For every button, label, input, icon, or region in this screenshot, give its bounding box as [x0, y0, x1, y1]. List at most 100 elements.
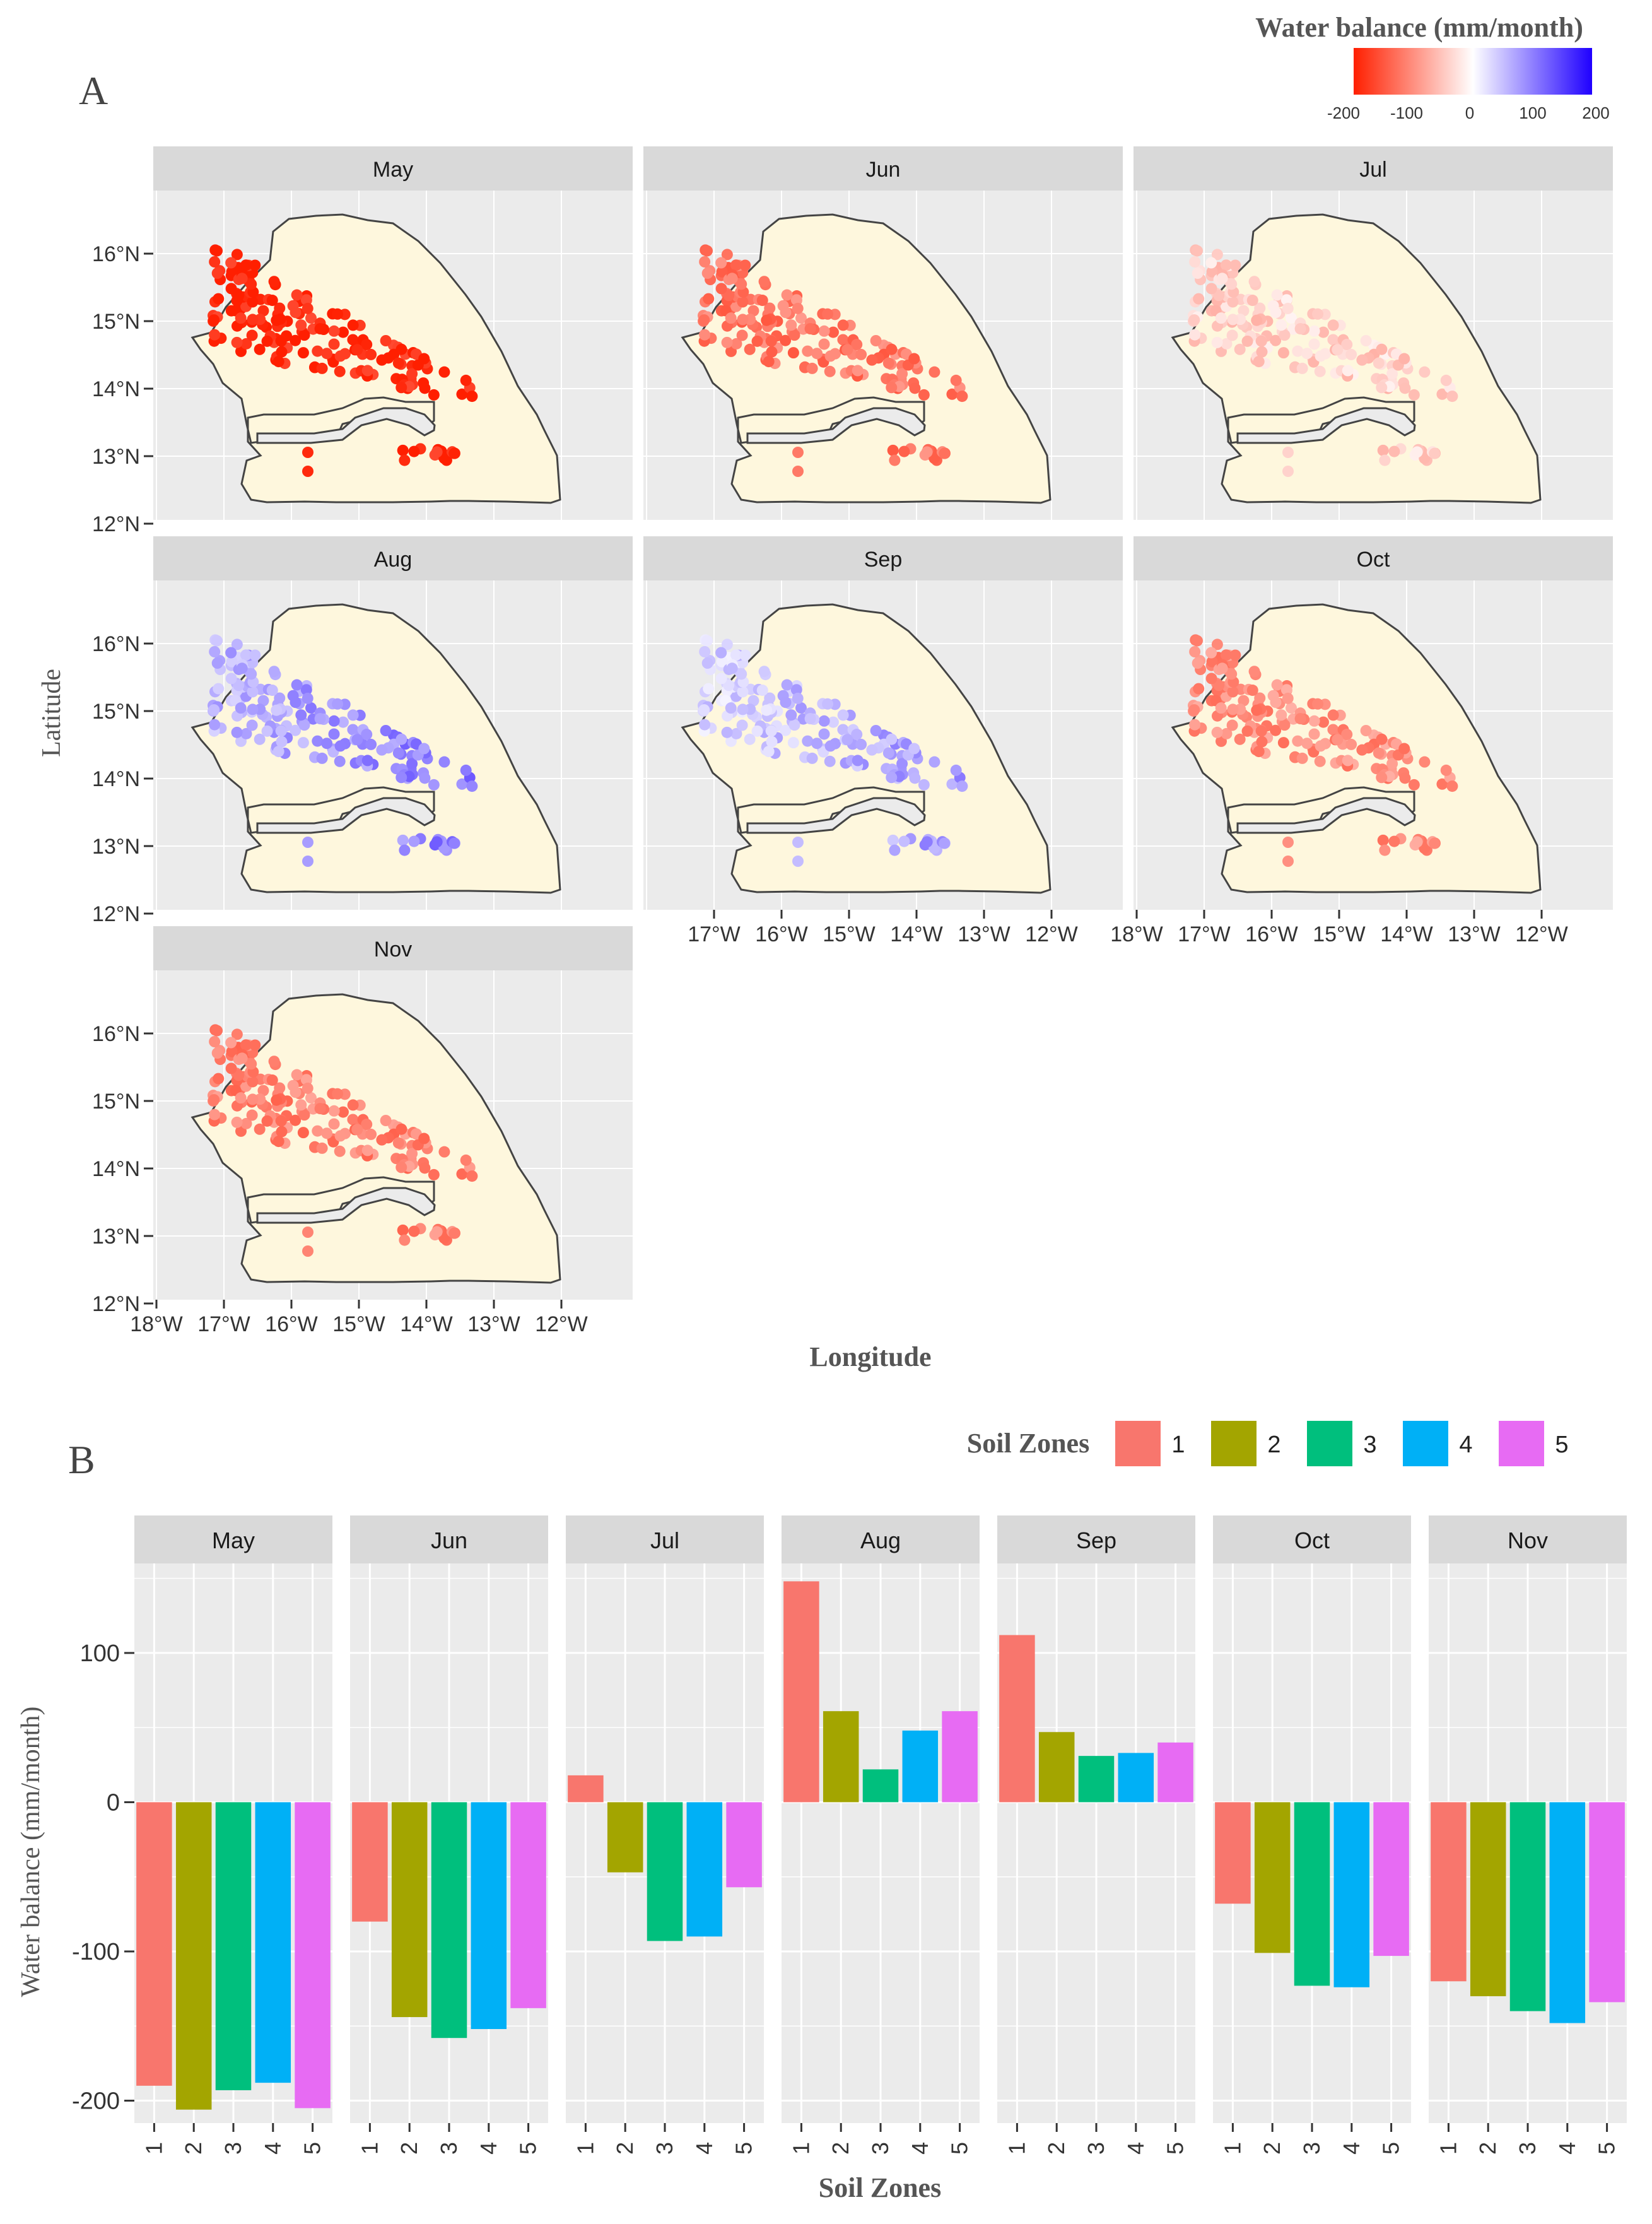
lon-tick-label: 13°W — [1448, 922, 1501, 946]
station-point — [851, 729, 863, 741]
station-point — [921, 836, 933, 848]
station-point — [744, 343, 756, 355]
station-point — [730, 649, 742, 661]
station-point — [1345, 348, 1357, 360]
station-point — [1312, 698, 1324, 710]
station-point — [785, 319, 797, 331]
station-point — [761, 704, 773, 716]
station-point — [1270, 307, 1282, 319]
lat-tick-label: 15°N — [92, 310, 140, 334]
station-point — [1408, 389, 1420, 401]
station-point — [1301, 348, 1313, 360]
bar-zone-4 — [255, 1802, 291, 2083]
station-point — [898, 445, 910, 457]
station-point — [736, 329, 748, 341]
station-point — [790, 684, 802, 696]
station-point — [314, 1103, 326, 1115]
station-point — [213, 683, 225, 695]
station-point — [747, 305, 759, 317]
station-point — [882, 747, 894, 759]
station-point — [1238, 305, 1250, 317]
station-point — [725, 312, 737, 324]
station-point — [882, 357, 894, 369]
bar-zone-2 — [607, 1802, 643, 1873]
lat-tick-label: 13°N — [92, 445, 140, 469]
station-point — [721, 336, 733, 348]
map-facet-aug: Aug — [153, 536, 633, 914]
lat-tick-label: 13°N — [92, 835, 140, 859]
bar-x-tick-label: 4 — [1339, 2142, 1364, 2155]
station-point — [1327, 334, 1339, 346]
station-point — [1376, 733, 1388, 745]
station-point — [365, 348, 377, 360]
bar-zone-1 — [783, 1581, 819, 1803]
bar-zone-1 — [1431, 1802, 1467, 1982]
bar-x-tick-label: 5 — [947, 2142, 973, 2155]
bar-zone-5 — [726, 1802, 762, 1888]
station-point — [1241, 335, 1253, 347]
station-point — [802, 345, 814, 357]
station-point — [209, 256, 221, 268]
station-point — [334, 350, 346, 362]
station-point — [1188, 314, 1200, 326]
station-point — [1308, 338, 1320, 350]
station-point — [837, 334, 849, 346]
station-point — [804, 323, 816, 335]
station-point — [1191, 635, 1203, 647]
station-point — [763, 746, 775, 758]
station-point — [347, 1114, 359, 1126]
bar-x-tick-label: 1 — [572, 2142, 598, 2155]
station-point — [1429, 447, 1441, 459]
bar-x-tick-label: 3 — [652, 2142, 677, 2155]
station-point — [209, 719, 221, 731]
senegal-outline — [1171, 603, 1542, 894]
station-point — [1221, 338, 1233, 350]
station-point — [739, 259, 751, 271]
station-point — [725, 702, 737, 714]
station-point — [1227, 314, 1239, 326]
station-point — [347, 334, 359, 346]
station-point — [240, 1039, 252, 1051]
lon-tick-label: 15°W — [1313, 922, 1366, 946]
station-point — [1317, 326, 1329, 338]
bar-zone-2 — [823, 1711, 859, 1803]
lat-tick-label: 15°N — [92, 1090, 140, 1114]
station-point — [305, 312, 317, 324]
bar-x-tick-label: 4 — [907, 2142, 933, 2155]
station-point — [1342, 755, 1354, 767]
facet-strip — [782, 1515, 980, 1563]
station-point — [758, 666, 770, 678]
station-point — [1315, 740, 1327, 752]
station-point — [1399, 772, 1411, 784]
station-point — [909, 772, 921, 784]
station-point — [1327, 724, 1339, 736]
station-point — [240, 1117, 252, 1129]
facet-strip-label: Nov — [374, 938, 412, 962]
station-point — [1271, 679, 1283, 691]
station-point — [1294, 713, 1306, 725]
bar-zone-3 — [1294, 1802, 1330, 1986]
station-point — [361, 365, 373, 377]
station-point — [395, 733, 407, 745]
station-point — [1285, 312, 1297, 324]
station-point — [811, 348, 823, 360]
station-point — [408, 445, 420, 457]
station-point — [795, 702, 807, 714]
lat-tick-label: 15°N — [92, 700, 140, 724]
station-point — [240, 259, 252, 271]
station-point — [886, 343, 898, 355]
bar-zone-1 — [352, 1802, 388, 1922]
station-point — [1342, 365, 1354, 377]
bar-x-tick-label: 2 — [1259, 2142, 1285, 2155]
station-point — [438, 366, 450, 378]
bar-zone-5 — [295, 1802, 331, 2109]
bar-zone-2 — [1254, 1802, 1291, 1953]
station-point — [1282, 466, 1294, 477]
station-point — [337, 326, 349, 338]
station-point — [428, 1168, 440, 1180]
station-point — [302, 302, 313, 314]
station-point — [726, 273, 738, 285]
station-point — [240, 727, 252, 739]
map-facet-oct: Oct — [1134, 536, 1613, 914]
station-point — [908, 353, 920, 365]
